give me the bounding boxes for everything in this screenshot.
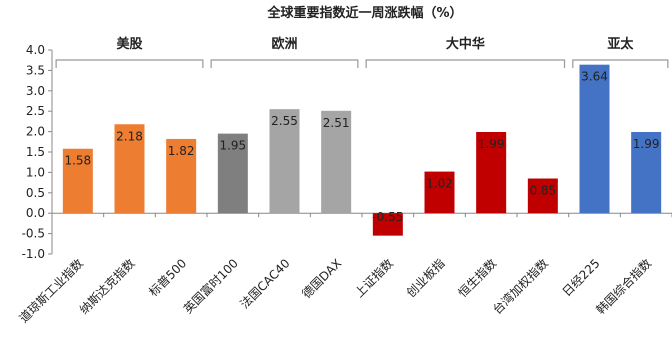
category-label: 英国富时100 [180,256,241,317]
category-label: 恒生指数 [455,256,500,301]
group-label: 大中华 [446,36,485,52]
data-label: 1.99 [633,137,660,151]
bar [579,64,610,214]
group-bracket [210,59,359,68]
data-label: 2.55 [271,114,298,128]
data-label: 2.51 [323,116,350,130]
group-bracket [55,59,204,68]
data-label: 1.99 [478,137,505,151]
data-label: 1.02 [426,177,453,191]
group-label: 美股 [116,36,142,52]
category-label: 台湾加权指数 [489,256,551,318]
data-label: 2.18 [116,129,143,143]
category-label: 韩国综合指数 [593,256,655,318]
bar [631,132,662,214]
y-tick-label: 1.0 [26,165,45,179]
axis-layer: 4.0 3.5 3.0 2.5 2.0 1.5 1.0 0.5 0.0 -0.5 -1.0 [22,43,672,261]
y-tick-label: 0.0 [26,206,45,220]
category-label: 上证指数 [351,256,396,301]
chart-title: 全球重要指数近一周涨跌幅（%） [266,5,462,21]
bar [476,132,507,214]
bar [424,171,455,214]
category-label: 道琼斯工业指数 [16,256,86,326]
bar [114,124,145,214]
group-bracket [572,59,669,68]
group-label: 亚太 [607,36,634,52]
data-label: 1.95 [219,139,246,153]
category-label: 德国DAX [299,256,345,302]
category-label: 标普500 [146,256,189,299]
data-label: -0.55 [372,210,403,224]
bar [62,148,93,214]
data-labels: 1.58 2.18 1.82 1.95 2.55 2.51 -0.55 1.02 1.99 0.8… [64,70,659,225]
category-label: 纳斯达克指数 [76,256,138,318]
category-label: 法国CAC40 [237,256,292,311]
y-tick-label: -1.0 [22,247,45,261]
data-label: 3.64 [581,70,608,84]
y-tick-label: 4.0 [26,43,45,57]
y-tick-label: 1.5 [26,145,45,159]
category-label: 创业板指 [403,256,448,301]
data-label: 1.58 [64,154,91,168]
y-tick-label: 3.0 [26,84,45,98]
bar [372,213,403,236]
group-label: 欧洲 [271,36,297,52]
y-tick-label: -0.5 [22,227,45,241]
y-tick-label: 2.0 [26,125,45,139]
category-label: 日经225 [560,256,603,299]
data-label: 1.82 [168,144,195,158]
bar [217,133,248,214]
y-tick-label: 2.5 [26,104,45,118]
bars [62,64,662,236]
bar [166,138,197,214]
bar [321,110,352,214]
data-label: 0.85 [529,184,556,198]
y-tick-label: 3.5 [26,63,45,77]
group-bracket [365,59,566,68]
group-brackets: 美股 欧洲 大中华 亚太 [55,36,669,68]
bar [269,109,300,214]
bar [527,178,558,214]
y-tick-label: 0.5 [26,186,45,200]
